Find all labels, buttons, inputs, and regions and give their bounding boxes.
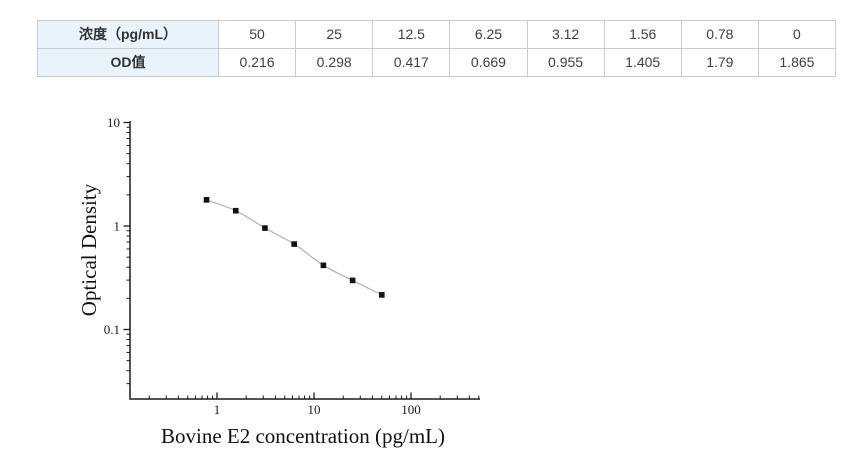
table-cell: 1.405 <box>603 48 682 77</box>
y-tick-label: 0.1 <box>104 322 120 337</box>
row-header-od: OD值 <box>37 48 219 77</box>
table-cell: 0.216 <box>217 48 297 77</box>
data-point-marker <box>203 197 210 203</box>
row-header-concentration: 浓度（pg/mL） <box>37 20 219 49</box>
x-tick-label: 10 <box>308 402 321 417</box>
table-cell: 0.417 <box>372 48 451 77</box>
table-cell: 1.865 <box>757 48 837 77</box>
y-tick-label: 1 <box>114 219 121 234</box>
table-row-concentration: 浓度（pg/mL） 50 25 12.5 6.25 3.12 1.56 0.78… <box>37 20 837 49</box>
chart-series <box>203 197 385 298</box>
data-point-marker <box>262 225 268 231</box>
data-point-marker <box>379 292 385 298</box>
data-point-marker <box>291 241 298 247</box>
chart-axes <box>123 121 480 400</box>
series-line <box>206 199 383 296</box>
table-cell: 0.955 <box>526 48 605 77</box>
table-cell: 3.12 <box>526 20 605 49</box>
table-cell: 0.298 <box>295 48 374 77</box>
data-point-marker <box>232 207 239 214</box>
table-row-od: OD值 0.216 0.298 0.417 0.669 0.955 1.405 … <box>37 48 837 77</box>
data-point-marker <box>349 277 356 284</box>
x-tick-label: 1 <box>214 402 221 417</box>
table-cell: 1.79 <box>680 48 759 77</box>
x-tick-label: 100 <box>401 402 421 417</box>
table-cell: 0 <box>757 20 837 49</box>
table-cell: 12.5 <box>372 20 451 49</box>
table-cell: 25 <box>295 20 374 49</box>
y-axis-title: Optical Density <box>77 183 101 316</box>
y-tick-label: 10 <box>107 115 120 130</box>
table-cell: 0.78 <box>680 20 759 49</box>
table-cell: 0.669 <box>449 48 528 77</box>
table-cell: 50 <box>217 20 297 49</box>
x-axis-title: Bovine E2 concentration (pg/mL) <box>161 424 445 448</box>
table-cell: 1.56 <box>603 20 682 49</box>
data-point-marker <box>320 262 327 269</box>
chart-tick-labels: 10 1 0.1 1 10 100 <box>104 115 421 417</box>
table-cell: 6.25 <box>449 20 528 49</box>
standard-curve-table: 浓度（pg/mL） 50 25 12.5 6.25 3.12 1.56 0.78… <box>37 20 837 77</box>
